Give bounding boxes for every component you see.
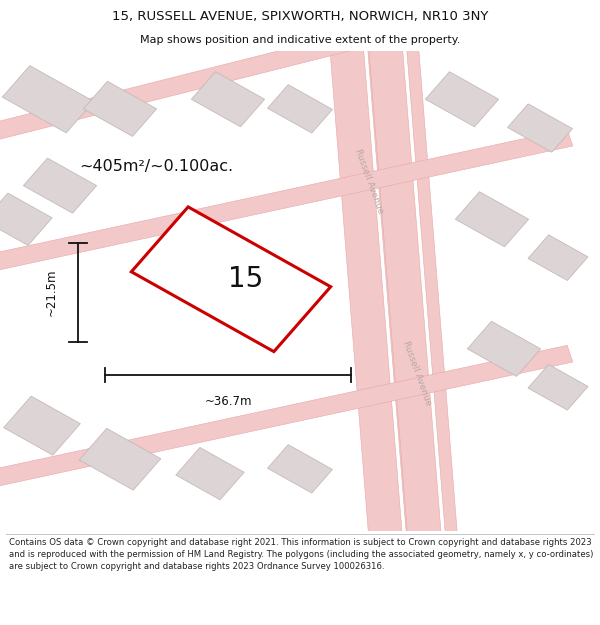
Text: Russell Avenue: Russell Avenue [401,339,433,406]
Polygon shape [83,81,157,136]
Text: 15, RUSSELL AVENUE, SPIXWORTH, NORWICH, NR10 3NY: 15, RUSSELL AVENUE, SPIXWORTH, NORWICH, … [112,10,488,23]
Polygon shape [0,345,573,492]
Text: ~405m²/~0.100ac.: ~405m²/~0.100ac. [79,159,233,174]
Polygon shape [367,26,443,556]
Polygon shape [23,158,97,213]
Polygon shape [455,192,529,247]
Polygon shape [405,27,459,556]
Text: 15: 15 [229,265,263,293]
Polygon shape [508,104,572,152]
Polygon shape [366,27,420,556]
Polygon shape [191,72,265,127]
Polygon shape [467,321,541,376]
Polygon shape [328,26,404,556]
Text: ~21.5m: ~21.5m [44,269,58,316]
Polygon shape [131,207,331,352]
Polygon shape [79,428,161,490]
Text: Contains OS data © Crown copyright and database right 2021. This information is : Contains OS data © Crown copyright and d… [9,538,593,571]
Text: Map shows position and indicative extent of the property.: Map shows position and indicative extent… [140,35,460,45]
Text: Russell Avenue: Russell Avenue [353,147,385,214]
Polygon shape [0,19,411,146]
Text: ~36.7m: ~36.7m [204,395,252,408]
Polygon shape [528,235,588,281]
Polygon shape [4,396,80,455]
Polygon shape [0,129,573,276]
Polygon shape [176,448,244,500]
Polygon shape [268,444,332,493]
Polygon shape [528,364,588,410]
Polygon shape [425,72,499,127]
Polygon shape [0,193,52,246]
Polygon shape [268,84,332,133]
Polygon shape [2,66,94,133]
